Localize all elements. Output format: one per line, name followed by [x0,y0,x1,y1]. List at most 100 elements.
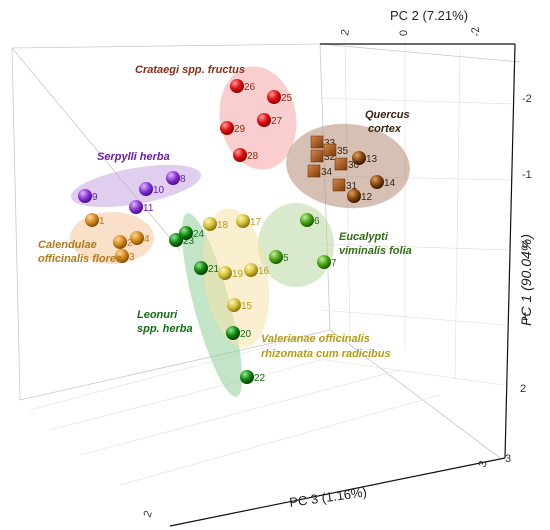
data-point-28 [233,148,247,162]
group-label-valerianae-officinalis-rhizomata-cum-radicibus: rhizomata cum radicibus [261,348,391,360]
group-ellipse-eucalypti-viminalis-folia [258,203,334,287]
data-point-3 [115,249,129,263]
data-point-7 [317,255,331,269]
group-label-eucalypti-viminalis-folia: Eucalypti [339,231,389,243]
data-point-label-1: 1 [99,216,105,227]
data-point-label-2: 2 [127,238,133,249]
data-point-label-25: 25 [281,93,293,104]
data-point-label-26: 26 [244,82,256,93]
data-point-26 [230,79,244,93]
data-point-label-11: 11 [143,203,154,214]
data-point-13 [352,151,366,165]
data-point-21 [194,261,208,275]
data-point-30 [334,157,348,171]
data-point-11 [129,200,143,214]
data-point-label-28: 28 [247,151,259,162]
data-point-label-16: 16 [258,266,270,277]
data-point-20 [226,326,240,340]
data-point-label-6: 6 [314,216,320,227]
group-label-calendulae-officinalis-flores: officinalis flores [38,253,122,265]
data-point-label-31: 31 [346,181,358,192]
data-point-10 [139,182,153,196]
data-point-31 [332,178,346,192]
data-point-32 [310,149,324,163]
data-point-29 [220,121,234,135]
x-axis-label: PC 2 (7.21%) [390,8,468,23]
group-labels: Crataegi spp. fructus Quercus cortex Serpyl… [38,64,412,360]
data-point-label-35: 35 [337,146,349,157]
data-point-1 [85,213,99,227]
data-point-label-22: 22 [254,373,266,384]
data-point-33 [310,135,324,149]
y-axis-label: PC 1 (90.04%) [518,234,534,326]
data-point-16 [244,263,258,277]
data-point-15 [227,298,241,312]
data-point-label-32: 32 [324,152,336,163]
y-tick-label: 1 [522,311,528,323]
data-point-label-34: 34 [321,167,333,178]
data-point-label-29: 29 [234,124,246,135]
y-tick-label: 2 [520,383,526,395]
data-point-9 [78,189,92,203]
data-point-label-15: 15 [241,301,253,312]
data-point-label-10: 10 [153,185,165,196]
axes-lines [169,43,516,527]
data-point-19 [218,266,232,280]
group-label-valerianae-officinalis-rhizomata-cum-radicibus: Valerianae officinalis [261,333,370,345]
data-point-35 [323,143,337,157]
group-label-serpylli-herba: Serpylli herba [97,151,170,163]
data-point-8 [166,171,180,185]
data-point-label-21: 21 [208,264,220,275]
z-axis-label: PC 3 (1.16%) [288,484,367,510]
data-point-label-4: 4 [144,234,150,245]
group-label-calendulae-officinalis-flores: Calendulae [38,239,97,251]
data-point-label-19: 19 [232,269,244,280]
data-point-label-13: 13 [366,154,378,165]
data-point-14 [370,175,384,189]
x-tick-label: 2 [339,28,352,36]
data-point-24 [179,226,193,240]
data-point-label-3: 3 [129,252,135,263]
x-tick-label: 0 [398,30,410,36]
data-point-17 [236,214,250,228]
x-tick-label: -2 [469,26,483,38]
data-point-label-17: 17 [250,217,262,228]
data-point-label-33: 33 [324,138,336,149]
data-point-2 [113,235,127,249]
data-point-label-14: 14 [384,178,396,189]
data-point-23 [169,233,183,247]
group-ellipse-valerianae-officinalis-rhizomata-cum-radicibus [202,208,270,348]
data-point-label-30: 30 [348,160,360,171]
data-point-27 [257,113,271,127]
data-point-label-9: 9 [92,192,98,203]
data-point-label-12: 12 [361,192,373,203]
data-point-18 [203,217,217,231]
group-label-eucalypti-viminalis-folia: viminalis folia [339,245,412,257]
y-tick-label: -2 [522,93,532,105]
z-tick-label: 2 [142,509,155,519]
data-point-label-7: 7 [331,258,337,269]
y-tick-label: 0 [522,239,528,251]
data-point-label-24: 24 [193,229,205,240]
y-tick-label: 3 [505,453,511,465]
data-points: 2526272829121314303132333435891011123456… [78,79,396,384]
data-point-4 [130,231,144,245]
data-point-label-5: 5 [283,253,289,264]
group-label-quercus-cortex: cortex [368,123,402,135]
data-point-6 [300,213,314,227]
group-label-leonuri-spp-herba: spp. herba [137,323,193,335]
y-tick-label: -1 [522,169,532,181]
data-point-label-27: 27 [271,116,283,127]
group-label-leonuri-spp-herba: Leonuri [137,309,178,321]
data-point-22 [240,370,254,384]
data-point-34 [307,164,321,178]
group-label-crataegi-spp-fructus: Crataegi spp. fructus [135,64,245,76]
z-tick-label: 3 [477,459,490,469]
group-label-quercus-cortex: Quercus [365,109,410,121]
data-point-label-8: 8 [180,174,186,185]
data-point-12 [347,189,361,203]
data-point-label-18: 18 [217,220,229,231]
data-point-25 [267,90,281,104]
